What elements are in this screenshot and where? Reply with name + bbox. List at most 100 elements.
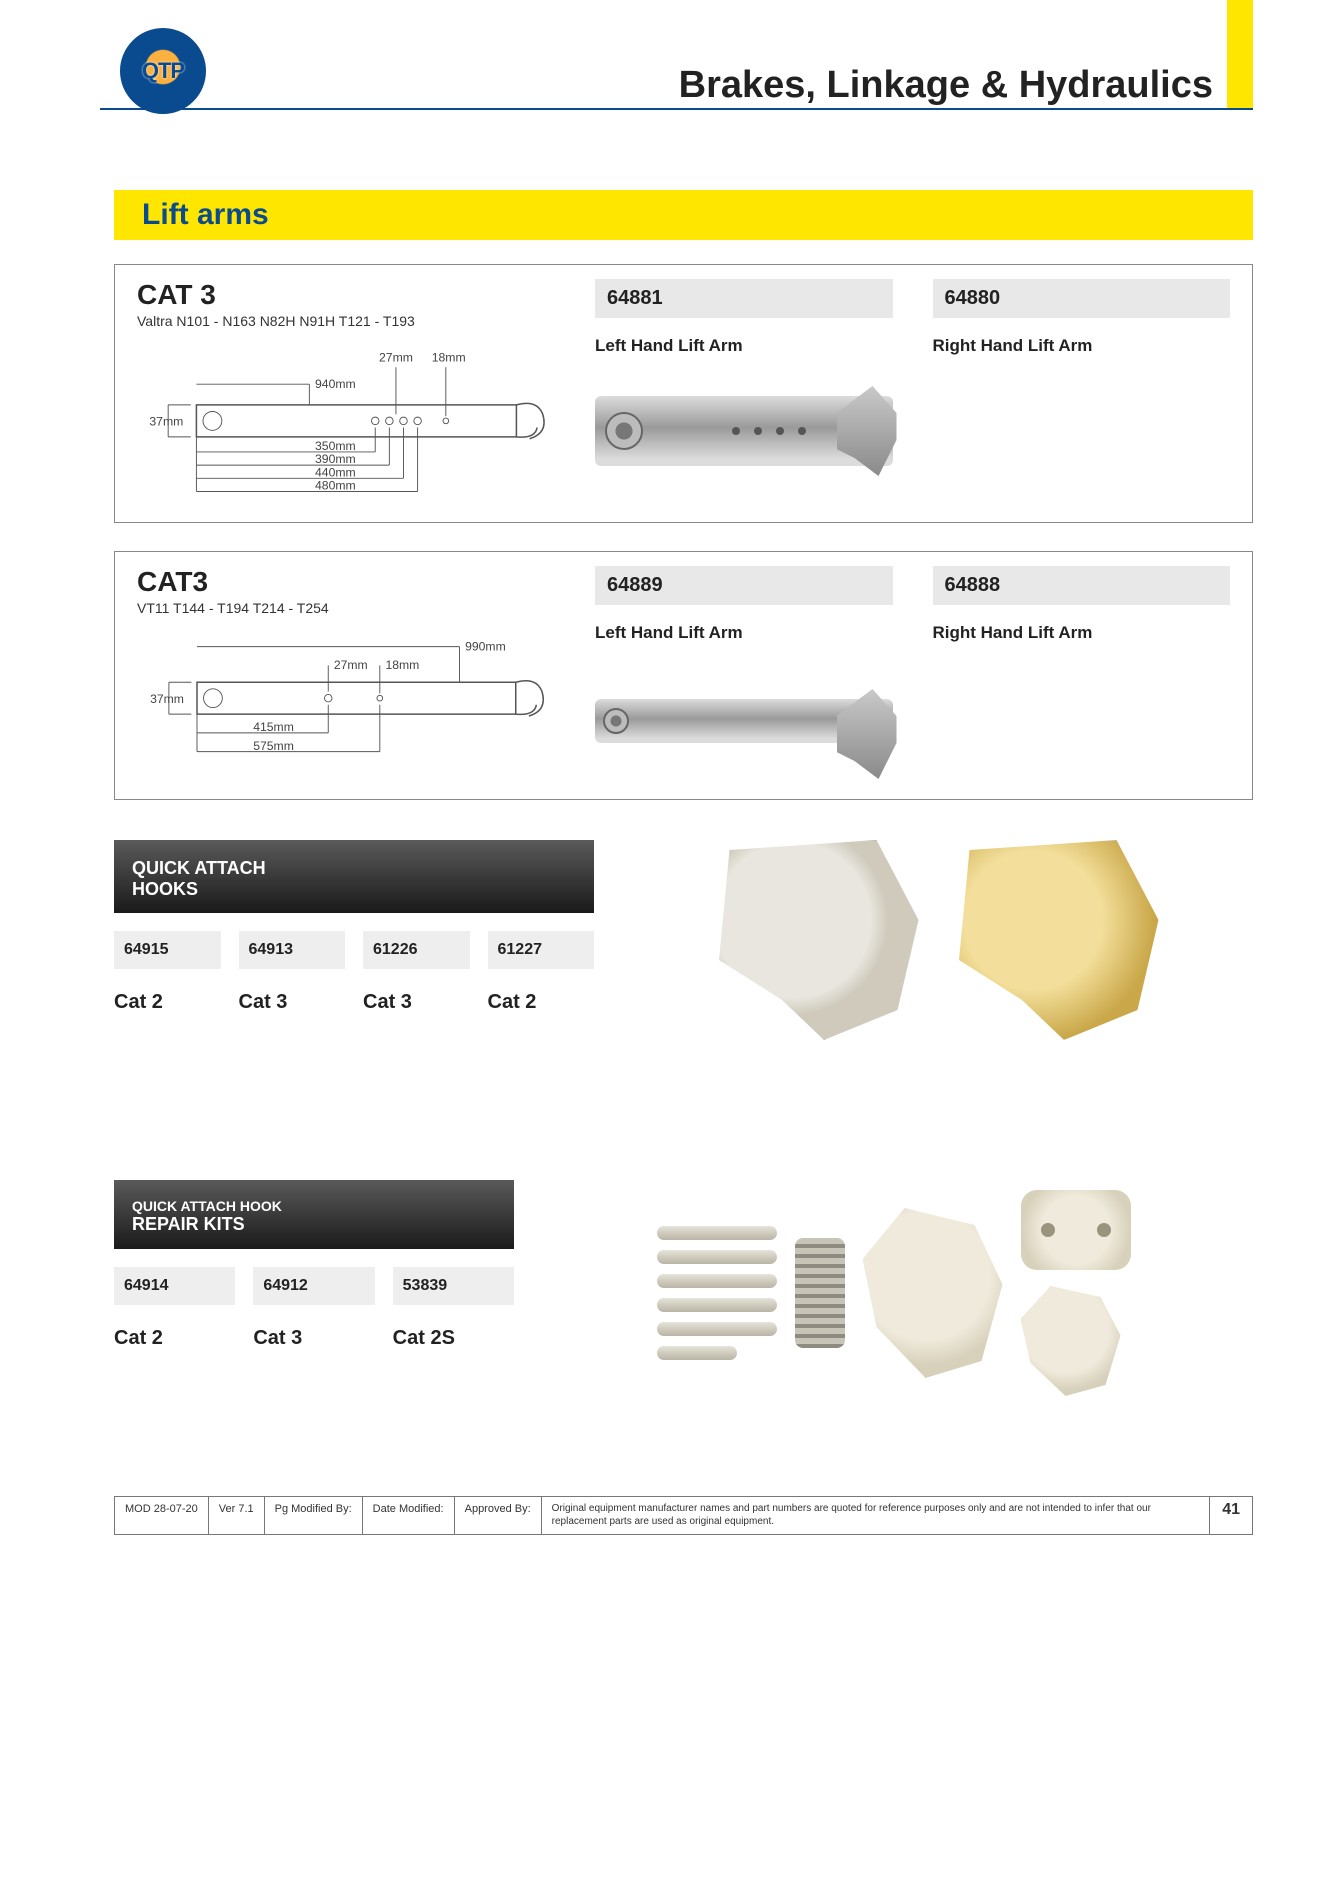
desc-64888: Right Hand Lift Arm (933, 623, 1231, 643)
desc-64889: Left Hand Lift Arm (595, 623, 893, 643)
hook-image-silver (709, 840, 919, 1040)
header-rule (100, 108, 1253, 110)
box2-subtitle: VT11 T144 - T194 T214 - T254 (137, 600, 577, 616)
footer-datemod: Date Modified: (363, 1497, 455, 1534)
plate-small-icon (1021, 1190, 1131, 1270)
rk-lbl-0: Cat 2 (114, 1327, 235, 1350)
pin-icon (657, 1322, 777, 1336)
box1-subtitle: Valtra N101 - N163 N82H N91H T121 - T193 (137, 313, 577, 329)
repair-kits-panel: QUICK ATTACH HOOK REPAIR KITS 64914 Cat … (114, 1180, 1253, 1406)
rk-title-main: REPAIR KITS (132, 1214, 245, 1234)
dim-small2: 18mm (385, 658, 419, 672)
spring-icon (795, 1238, 845, 1348)
qa-lbl-3: Cat 2 (488, 991, 595, 1014)
rk-chip-0: 64914 Cat 2 (114, 1267, 235, 1350)
dim-big2: 27mm (334, 658, 368, 672)
rk-lbl-2: Cat 2S (393, 1327, 514, 1350)
dim-length2: 990mm (465, 639, 506, 653)
hook-image-gold (949, 840, 1159, 1040)
box1-heading: CAT 3 (137, 279, 577, 311)
footer-disclaimer: Original equipment manufacturer names an… (542, 1497, 1211, 1534)
pins-column (657, 1226, 777, 1360)
pos2-0: 415mm (253, 720, 294, 734)
rk-images (534, 1180, 1253, 1406)
dim-height2: 37mm (150, 692, 184, 706)
page-header: QTP Brakes, Linkage & Hydraulics (0, 0, 1343, 120)
qa-left: QUICK ATTACH HOOKS 64915 Cat 2 64913 Cat… (114, 840, 594, 1040)
box1-diagram: 940mm 37mm 27mm 18mm 350mm 390mm 440mm 4… (137, 339, 557, 499)
footer-approved: Approved By: (455, 1497, 542, 1534)
qa-num-0: 64915 (114, 931, 221, 969)
box2-diagram: 990mm 37mm 27mm 18mm 415mm 575mm (137, 626, 557, 776)
rk-left: QUICK ATTACH HOOK REPAIR KITS 64914 Cat … (114, 1180, 514, 1406)
part-64881: 64881 (595, 279, 893, 318)
box2-left: CAT3 VT11 T144 - T194 T214 - T254 990mm … (137, 566, 577, 781)
box1-left: CAT 3 Valtra N101 - N163 N82H N91H T121 … (137, 279, 577, 504)
box1-right: 64881 Left Hand Lift Arm 64880 Right Han… (595, 279, 1230, 504)
qa-head: QUICK ATTACH HOOKS (114, 840, 594, 913)
dim-length: 940mm (315, 377, 356, 391)
quick-attach-panel: QUICK ATTACH HOOKS 64915 Cat 2 64913 Cat… (114, 840, 1253, 1040)
dim-height: 37mm (149, 415, 183, 429)
plate-large-icon (863, 1208, 1003, 1378)
pin-icon (657, 1298, 777, 1312)
box2-right-col: 64888 Right Hand Lift Arm (933, 566, 1231, 781)
pin-short-icon (657, 1346, 737, 1360)
box2-right: 64889 Left Hand Lift Arm 64888 Right Han… (595, 566, 1230, 781)
liftarm-photo-1 (595, 396, 893, 466)
pos2-1: 575mm (253, 739, 294, 753)
qa-chip-3: 61227 Cat 2 (488, 931, 595, 1014)
page-footer: MOD 28-07-20 Ver 7.1 Pg Modified By: Dat… (114, 1496, 1253, 1535)
rk-head: QUICK ATTACH HOOK REPAIR KITS (114, 1180, 514, 1249)
footer-pgmod: Pg Modified By: (265, 1497, 363, 1534)
box1-right-col: 64880 Right Hand Lift Arm (933, 279, 1231, 504)
desc-64880: Right Hand Lift Arm (933, 336, 1231, 356)
dim-small: 18mm (432, 351, 466, 365)
rk-chip-1: 64912 Cat 3 (253, 1267, 374, 1350)
pin-icon (657, 1274, 777, 1288)
product-box-cat3-a: CAT 3 Valtra N101 - N163 N82H N91H T121 … (114, 264, 1253, 523)
qa-chip-2: 61226 Cat 3 (363, 931, 470, 1014)
section-title: Lift arms (142, 198, 269, 232)
rk-chiprow: 64914 Cat 2 64912 Cat 3 53839 Cat 2S (114, 1267, 514, 1350)
liftarm-photo-2 (595, 699, 893, 743)
qa-num-1: 64913 (239, 931, 346, 969)
rk-num-2: 53839 (393, 1267, 514, 1305)
footer-page: 41 (1210, 1497, 1252, 1534)
product-box-cat3-b: CAT3 VT11 T144 - T194 T214 - T254 990mm … (114, 551, 1253, 800)
footer-ver: Ver 7.1 (209, 1497, 265, 1534)
qa-title2: HOOKS (132, 879, 198, 899)
qa-chip-1: 64913 Cat 3 (239, 931, 346, 1014)
desc-64881: Left Hand Lift Arm (595, 336, 893, 356)
rk-chip-2: 53839 Cat 2S (393, 1267, 514, 1350)
qa-num-2: 61226 (363, 931, 470, 969)
pos1: 390mm (315, 452, 356, 466)
plate-med-icon (1021, 1286, 1121, 1396)
part-64889: 64889 (595, 566, 893, 605)
yellow-tab (1227, 0, 1253, 110)
box2-left-col: 64889 Left Hand Lift Arm (595, 566, 893, 781)
qa-chiprow: 64915 Cat 2 64913 Cat 3 61226 Cat 3 6122… (114, 931, 594, 1014)
rk-num-1: 64912 (253, 1267, 374, 1305)
qtp-logo: QTP (120, 28, 206, 114)
rk-title-sub: QUICK ATTACH HOOK (132, 1198, 496, 1214)
qa-title1: QUICK ATTACH (132, 858, 266, 878)
rk-lbl-1: Cat 3 (253, 1327, 374, 1350)
dim-big: 27mm (379, 351, 413, 365)
qa-lbl-1: Cat 3 (239, 991, 346, 1014)
footer-mod: MOD 28-07-20 (115, 1497, 209, 1534)
box1-left-col: 64881 Left Hand Lift Arm (595, 279, 893, 504)
pin-icon (657, 1250, 777, 1264)
logo-text: QTP (142, 58, 184, 84)
pin-icon (657, 1226, 777, 1240)
pos3: 480mm (315, 479, 356, 493)
qa-num-3: 61227 (488, 931, 595, 969)
qa-chip-0: 64915 Cat 2 (114, 931, 221, 1014)
qa-lbl-0: Cat 2 (114, 991, 221, 1014)
pos2: 440mm (315, 465, 356, 479)
qa-lbl-2: Cat 3 (363, 991, 470, 1014)
section-title-bar: Lift arms (114, 190, 1253, 240)
rk-num-0: 64914 (114, 1267, 235, 1305)
box2-heading: CAT3 (137, 566, 577, 598)
qa-images (614, 840, 1253, 1040)
